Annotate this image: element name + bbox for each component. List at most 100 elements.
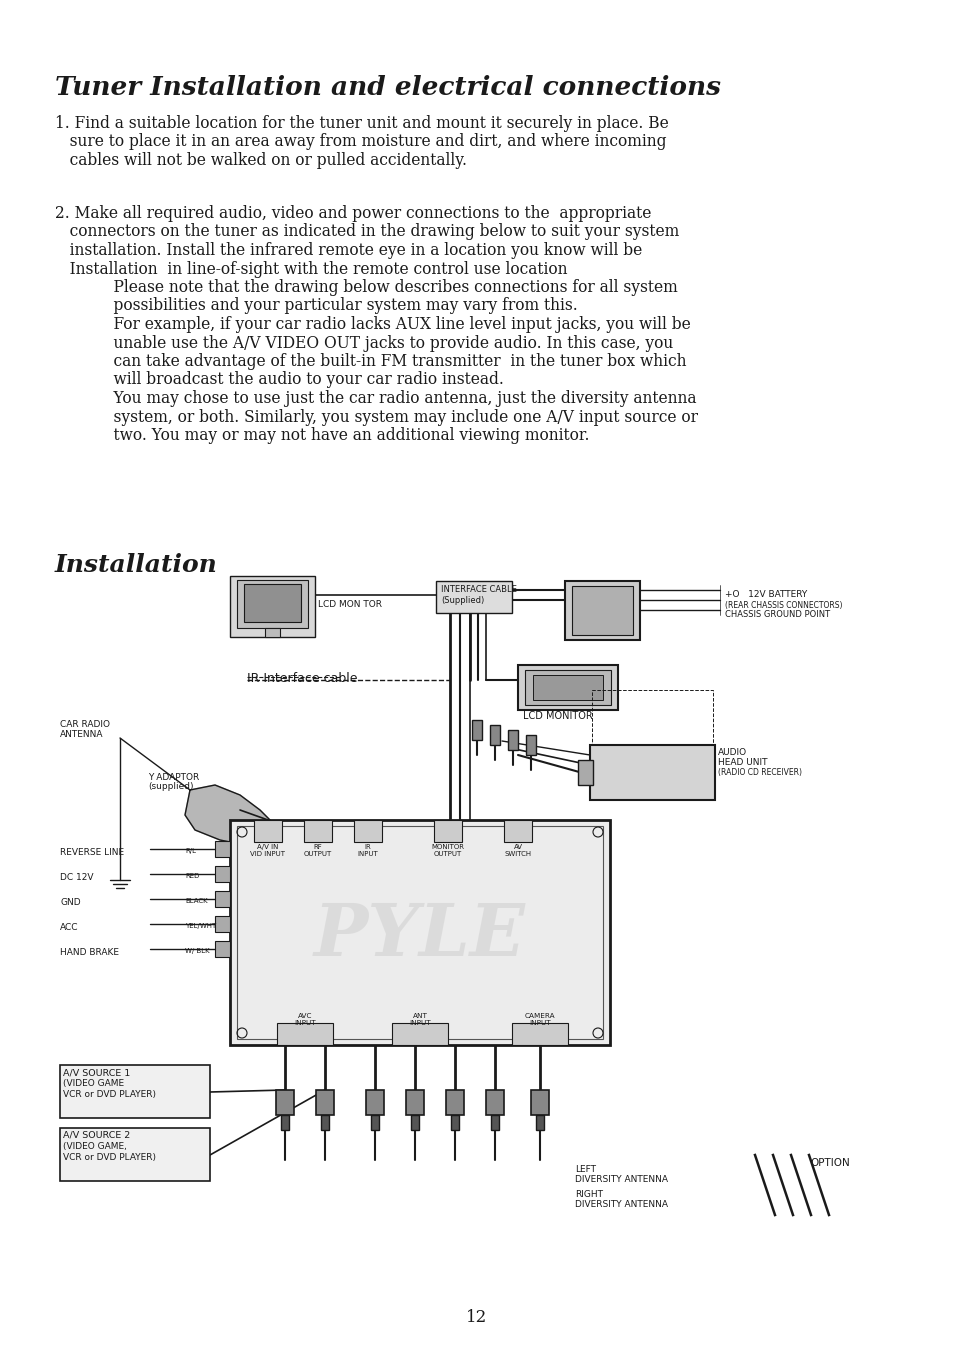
Text: A/V SOURCE 1: A/V SOURCE 1 [63,1069,131,1077]
Text: will broadcast the audio to your car radio instead.: will broadcast the audio to your car rad… [55,372,503,389]
Text: MONITOR
OUTPUT: MONITOR OUTPUT [431,844,464,857]
Text: For example, if your car radio lacks AUX line level input jacks, you will be: For example, if your car radio lacks AUX… [55,316,690,332]
Text: ACC: ACC [60,923,78,932]
Text: DIVERSITY ANTENNA: DIVERSITY ANTENNA [575,1200,667,1209]
Text: LCD MONITOR: LCD MONITOR [522,711,592,721]
Text: ANTENNA: ANTENNA [60,730,103,739]
Bar [472,720,481,740]
Text: OPTION: OPTION [809,1158,849,1169]
Text: +O   12V BATTERY: +O 12V BATTERY [724,590,806,598]
Text: Tuner Installation and electrical connections: Tuner Installation and electrical connec… [55,76,720,100]
Bar [276,1023,333,1046]
Bar [236,825,602,1039]
Polygon shape [185,785,274,844]
Text: BLACK: BLACK [185,898,208,904]
Bar [265,628,280,638]
Bar [214,916,230,932]
Text: ANT
INPUT: ANT INPUT [409,1013,431,1025]
Bar [281,1115,289,1129]
Text: LCD MON TOR: LCD MON TOR [317,600,381,609]
Text: Installation  in line-of-sight with the remote control use location: Installation in line-of-sight with the r… [55,261,567,277]
Bar [589,744,714,800]
Bar [214,842,230,857]
Text: INTERFACE CABLE: INTERFACE CABLE [440,585,517,594]
Bar [275,1090,294,1115]
Bar [320,1115,329,1129]
Text: unable use the A/V VIDEO OUT jacks to provide audio. In this case, you: unable use the A/V VIDEO OUT jacks to pr… [55,335,673,351]
Bar [214,892,230,907]
Text: LEFT: LEFT [575,1165,596,1174]
Text: REVERSE LINE: REVERSE LINE [60,848,124,857]
Bar [572,586,633,635]
Bar [230,576,314,638]
Text: two. You may or may not have an additional viewing monitor.: two. You may or may not have an addition… [55,427,589,444]
Bar [436,581,512,613]
Text: AVC
INPUT: AVC INPUT [294,1013,315,1025]
Text: PYLE: PYLE [314,900,525,970]
Text: can take advantage of the built-in FM transmitter  in the tuner box which: can take advantage of the built-in FM tr… [55,353,686,370]
Text: RF
OUTPUT: RF OUTPUT [304,844,332,857]
Bar [446,1090,463,1115]
Text: CHASSIS GROUND POINT: CHASSIS GROUND POINT [724,611,829,619]
Bar [564,581,639,640]
Bar [524,670,610,705]
Text: 1. Find a suitable location for the tuner unit and mount it securely in place. B: 1. Find a suitable location for the tune… [55,115,668,132]
Bar [60,1065,210,1119]
Text: CAMERA
INPUT: CAMERA INPUT [524,1013,555,1025]
Bar [536,1115,543,1129]
Text: (Supplied): (Supplied) [440,596,484,605]
Text: system, or both. Similarly, you system may include one A/V input source or: system, or both. Similarly, you system m… [55,408,698,426]
Text: IR
INPUT: IR INPUT [357,844,378,857]
Bar [507,730,517,750]
Text: W/ BLK: W/ BLK [185,948,210,954]
Text: Installation: Installation [55,553,217,577]
Text: HAND BRAKE: HAND BRAKE [60,948,119,957]
Text: Please note that the drawing below describes connections for all system: Please note that the drawing below descr… [55,280,677,296]
Text: (REAR CHASSIS CONNECTORS): (REAR CHASSIS CONNECTORS) [724,601,841,611]
Bar [366,1090,384,1115]
Text: installation. Install the infrared remote eye in a location you know will be: installation. Install the infrared remot… [55,242,641,259]
Bar [60,1128,210,1181]
Text: You may chose to use just the car radio antenna, just the diversity antenna: You may chose to use just the car radio … [55,390,696,407]
Bar [253,820,282,842]
Text: A/V SOURCE 2: A/V SOURCE 2 [63,1131,131,1140]
Bar [517,665,618,711]
Bar [354,820,381,842]
Bar [236,580,308,628]
Bar [371,1115,378,1129]
Text: DIVERSITY ANTENNA: DIVERSITY ANTENNA [575,1175,667,1183]
Bar [230,820,609,1046]
Text: VCR or DVD PLAYER): VCR or DVD PLAYER) [63,1152,156,1162]
Bar [411,1115,418,1129]
Text: HEAD UNIT: HEAD UNIT [718,758,767,767]
Text: AV
SWITCH: AV SWITCH [504,844,531,857]
Text: RED: RED [185,873,199,880]
Bar [451,1115,458,1129]
Text: YEL/WHT: YEL/WHT [185,923,216,929]
Text: (VIDEO GAME,: (VIDEO GAME, [63,1142,127,1151]
Text: DC 12V: DC 12V [60,873,93,882]
Text: (supplied): (supplied) [148,782,193,790]
Bar [485,1090,503,1115]
Text: A/V IN
VID INPUT: A/V IN VID INPUT [251,844,285,857]
Bar [578,761,593,785]
Text: (RADIO CD RECEIVER): (RADIO CD RECEIVER) [718,767,801,777]
Text: R/L: R/L [185,848,195,854]
Bar [503,820,532,842]
Bar [491,1115,498,1129]
Text: sure to place it in an area away from moisture and dirt, and where incoming: sure to place it in an area away from mo… [55,134,666,150]
Bar [315,1090,334,1115]
Bar [434,820,461,842]
Text: 12: 12 [466,1309,487,1327]
Text: possibilities and your particular system may vary from this.: possibilities and your particular system… [55,297,578,315]
Bar [525,735,536,755]
Bar [592,690,712,744]
Bar [512,1023,567,1046]
Text: GND: GND [60,898,81,907]
Bar [490,725,499,744]
Bar [392,1023,448,1046]
Bar [406,1090,423,1115]
Bar [304,820,332,842]
Bar [533,676,602,700]
Text: RIGHT: RIGHT [575,1190,602,1198]
